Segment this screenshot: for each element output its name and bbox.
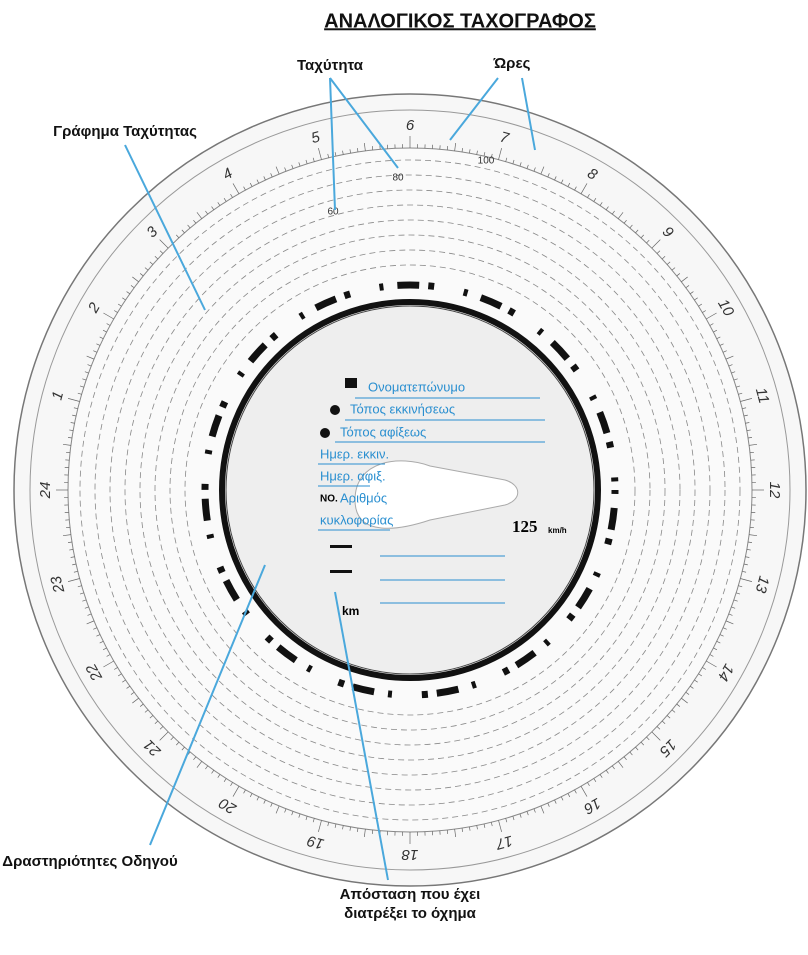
field-label: Ημερ. αφιξ.	[320, 468, 386, 483]
km-label: km	[342, 604, 359, 618]
annotation: Δραστηριότητες Οδηγού	[2, 853, 178, 870]
hour-label: 18	[401, 846, 418, 863]
field-label: κυκλοφορίας	[320, 512, 393, 527]
hour-label: 6	[406, 117, 415, 134]
hour-label: 12	[766, 482, 783, 499]
field-label: Τόπος εκκινήσεως	[350, 401, 455, 416]
field-label: Αριθμός	[340, 490, 387, 505]
annotation: Ώρες	[493, 55, 531, 72]
hour-label: 24	[37, 482, 54, 500]
field-label: Τόπος αφίξεως	[340, 424, 426, 439]
tachograph-disc: Ονοματεπώνυμο Τόπος εκκινήσεως Τόπος αφί…	[14, 94, 806, 886]
diagram: Ονοματεπώνυμο Τόπος εκκινήσεως Τόπος αφί…	[0, 0, 808, 950]
title: ΑΝΑΛΟΓΙΚΟΣ ΤΑΧΟΓΡΑΦΟΣ	[324, 10, 596, 32]
speed-label: 80	[392, 173, 404, 184]
field-label: NO.	[320, 494, 338, 505]
speed-label: 60	[327, 207, 339, 218]
annotation: Γράφημα Ταχύτητας	[53, 123, 197, 140]
field-label: Ημερ. εκκιν.	[320, 446, 389, 461]
max-speed: 125	[512, 517, 538, 536]
speed-unit: km/h	[548, 526, 567, 535]
annotation: διατρέξει το όχημα	[344, 905, 477, 922]
annotation: Ταχύτητα	[297, 57, 364, 74]
speed-label: 100	[478, 156, 495, 167]
field-label: Ονοματεπώνυμο	[368, 379, 465, 394]
annotation: Απόσταση που έχει	[340, 886, 481, 903]
